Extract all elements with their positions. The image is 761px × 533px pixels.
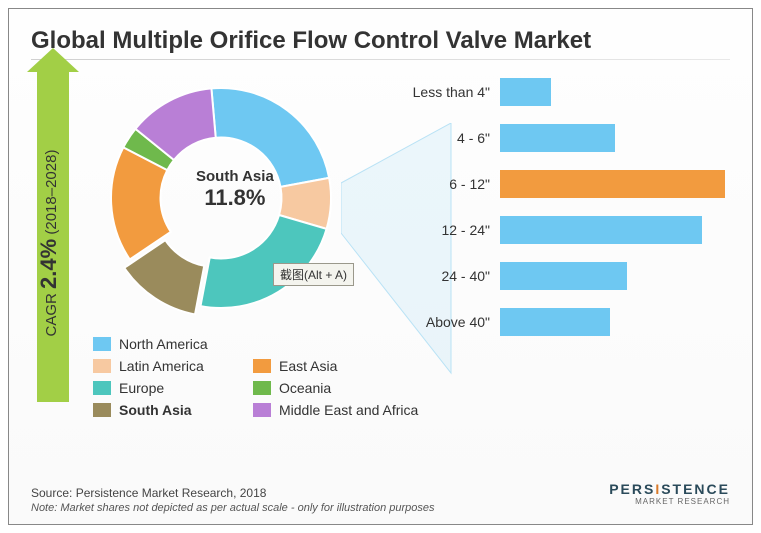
legend-swatch: [253, 403, 271, 417]
legend-item: North America: [93, 336, 253, 352]
legend-label: South Asia: [119, 402, 192, 418]
cagr-text: CAGR 2.4% (2018–2028): [36, 93, 62, 393]
bar-label: 12 - 24": [410, 222, 500, 238]
legend-item: East Asia: [253, 358, 453, 374]
bar-row: Less than 4": [410, 78, 730, 106]
legend-swatch: [93, 337, 111, 351]
donut-slice-europe: [201, 215, 327, 308]
bar-fill: [500, 124, 615, 152]
legend-label: East Asia: [279, 358, 337, 374]
legend-label: Latin America: [119, 358, 204, 374]
cagr-arrow: CAGR 2.4% (2018–2028): [29, 72, 77, 402]
legend-label: Middle East and Africa: [279, 402, 418, 418]
legend-swatch: [253, 381, 271, 395]
legend-label: Europe: [119, 380, 164, 396]
legend-swatch: [93, 403, 111, 417]
content-area: CAGR 2.4% (2018–2028) South Asia 11.8% 截…: [31, 68, 730, 448]
bar-fill: [500, 170, 725, 198]
bar-label: Above 40": [410, 314, 500, 330]
bar-row: 12 - 24": [410, 216, 730, 244]
legend: North America Latin America East Asia Europ…: [93, 336, 433, 418]
chart-title: Global Multiple Orifice Flow Control Val…: [31, 27, 730, 55]
bar-fill: [500, 262, 627, 290]
bar-chart: Less than 4" 4 - 6" 6 - 12" 12 - 24" 24 - 40…: [410, 78, 730, 354]
bar-label: Less than 4": [410, 84, 500, 100]
legend-label: North America: [119, 336, 208, 352]
bar-row: 6 - 12": [410, 170, 730, 198]
bar-fill: [500, 78, 551, 106]
bar-fill: [500, 308, 610, 336]
bar-label: 4 - 6": [410, 130, 500, 146]
bar-label: 6 - 12": [410, 176, 500, 192]
bar-row: 4 - 6": [410, 124, 730, 152]
legend-item: Europe: [93, 380, 253, 396]
legend-swatch: [93, 359, 111, 373]
legend-item: Middle East and Africa: [253, 402, 453, 418]
donut-center-label: South Asia 11.8%: [196, 168, 274, 211]
legend-item: Latin America: [93, 358, 253, 374]
legend-item: Oceania: [253, 380, 453, 396]
bar-label: 24 - 40": [410, 268, 500, 284]
bar-row: 24 - 40": [410, 262, 730, 290]
brand-logo: PERSISTENCE MARKET RESEARCH: [609, 481, 730, 506]
bar-row: Above 40": [410, 308, 730, 336]
chart-frame: Global Multiple Orifice Flow Control Val…: [8, 8, 753, 525]
brand-name: PERSISTENCE: [609, 481, 730, 497]
legend-swatch: [253, 359, 271, 373]
divider: [31, 59, 730, 60]
legend-swatch: [93, 381, 111, 395]
legend-label: Oceania: [279, 380, 331, 396]
bar-fill: [500, 216, 702, 244]
legend-item: South Asia: [93, 402, 253, 418]
brand-tagline: MARKET RESEARCH: [609, 497, 730, 506]
screenshot-tooltip: 截图(Alt + A): [273, 263, 354, 286]
